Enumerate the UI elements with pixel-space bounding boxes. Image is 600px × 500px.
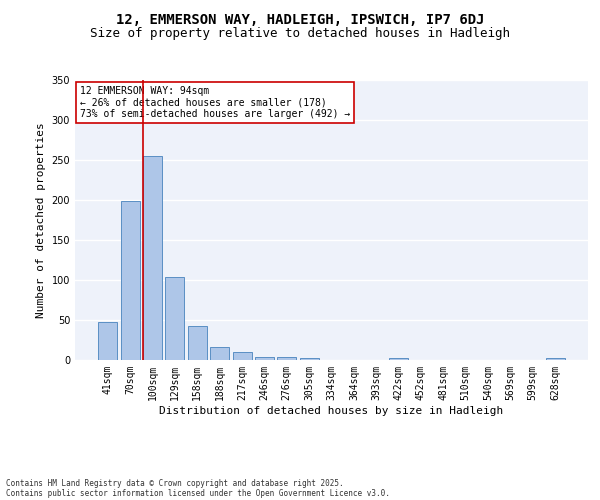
Bar [233,352,251,360]
Y-axis label: Number of detached properties: Number of detached properties [36,122,46,318]
Bar [143,156,162,360]
Bar [545,358,565,360]
Text: 12, EMMERSON WAY, HADLEIGH, IPSWICH, IP7 6DJ: 12, EMMERSON WAY, HADLEIGH, IPSWICH, IP7… [116,12,484,26]
Bar [166,277,184,360]
Bar [188,326,207,360]
Bar [210,347,229,360]
Text: 12 EMMERSON WAY: 94sqm
← 26% of detached houses are smaller (178)
73% of semi-de: 12 EMMERSON WAY: 94sqm ← 26% of detached… [80,86,350,119]
Text: Contains public sector information licensed under the Open Government Licence v3: Contains public sector information licen… [6,488,390,498]
Text: Size of property relative to detached houses in Hadleigh: Size of property relative to detached ho… [90,28,510,40]
Bar [277,357,296,360]
Bar [98,322,118,360]
Bar [389,358,408,360]
Bar [255,357,274,360]
Text: Contains HM Land Registry data © Crown copyright and database right 2025.: Contains HM Land Registry data © Crown c… [6,478,344,488]
X-axis label: Distribution of detached houses by size in Hadleigh: Distribution of detached houses by size … [160,406,503,415]
Bar [121,201,140,360]
Bar [299,358,319,360]
